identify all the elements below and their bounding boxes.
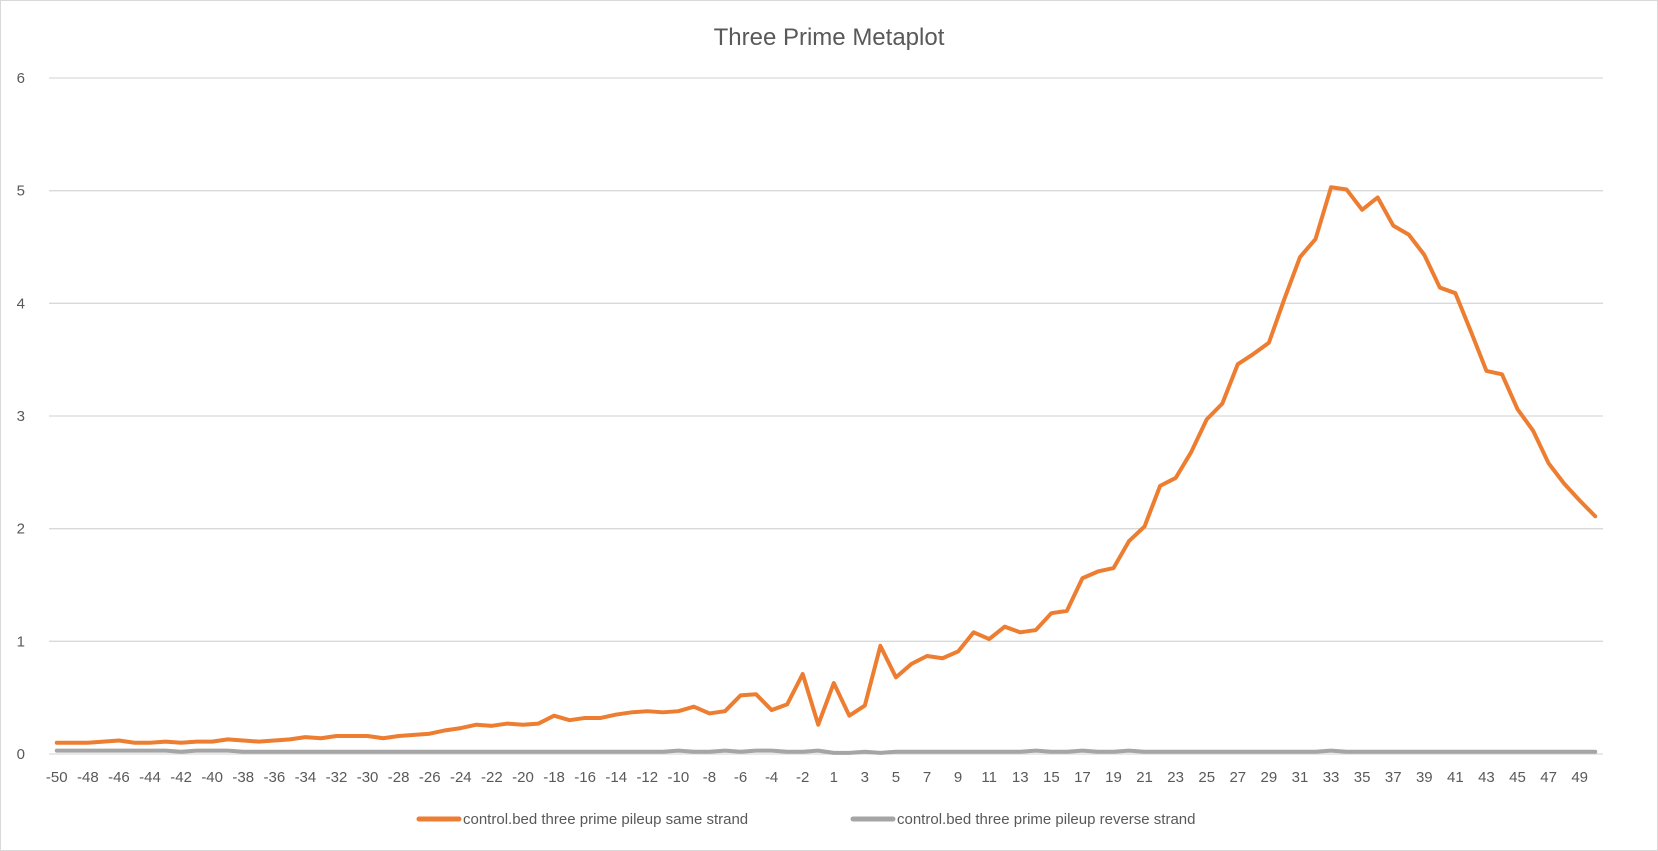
x-tick-label: -20 [512,769,534,786]
x-axis-ticks: -50 -48 -46 -44 -42 -40 -38 -36 -34 -32 -30 -28 -26-… [46,769,1588,786]
y-tick-label: 0 [17,746,25,763]
x-tick-label: -36 [263,769,285,786]
gridlines [49,77,1603,755]
x-tick-label: -50 [46,769,68,786]
series-line-reverse-strand [54,748,1598,755]
x-tick-label: -34 [295,769,317,786]
x-tick-label: -4 [765,769,778,786]
x-tick-label: 11 [981,769,997,786]
legend-label-reverse-strand: control.bed three prime pileup reverse s… [897,811,1196,828]
y-tick-label: 5 [17,183,25,200]
y-tick-label: 3 [17,408,25,425]
x-tick-label: 49 [1571,769,1588,786]
x-tick-label: 5 [892,769,900,786]
x-tick-label: 39 [1416,769,1433,786]
x-tick-label: -14 [605,769,627,786]
x-tick-label: 31 [1292,769,1309,786]
x-tick-label: 19 [1105,769,1122,786]
x-tick-label: -48 [77,769,99,786]
x-tick-label: -16 [574,769,596,786]
x-tick-label: -18 [543,769,565,786]
x-tick-label: 35 [1354,769,1371,786]
x-tick-label: -30 [357,769,379,786]
x-tick-label: -32 [326,769,348,786]
chart-title: Three Prime Metaplot [714,24,945,51]
y-tick-label: 4 [17,295,25,312]
x-tick-label: 1 [830,769,838,786]
x-tick-label: -46 [108,769,130,786]
x-tick-label: -10 [668,769,690,786]
x-tick-label: -38 [232,769,254,786]
x-tick-label: -28 [388,769,410,786]
x-tick-label: -26 [419,769,441,786]
x-tick-label: 45 [1509,769,1526,786]
y-tick-label: 6 [17,70,25,87]
x-tick-label: 23 [1167,769,1184,786]
x-tick-label: 47 [1540,769,1557,786]
x-tick-label: 7 [923,769,931,786]
series-line-same-strand [54,185,1598,745]
x-tick-label: -44 [139,769,161,786]
x-tick-label: 9 [954,769,962,786]
y-tick-label: 2 [17,521,25,538]
y-tick-label: 1 [17,633,25,650]
x-tick-label: 29 [1261,769,1278,786]
x-tick-label: 33 [1323,769,1340,786]
x-tick-label: 41 [1447,769,1464,786]
x-tick-label: 13 [1012,769,1029,786]
x-tick-label: -12 [636,769,658,786]
x-tick-label: 43 [1478,769,1495,786]
x-tick-label: 27 [1229,769,1246,786]
x-tick-label: -2 [796,769,809,786]
x-tick-label: -6 [734,769,747,786]
y-axis-ticks: 0 1 2 3 4 5 6 [17,70,25,763]
x-tick-label: -42 [170,769,192,786]
x-tick-label: 21 [1136,769,1153,786]
x-tick-label: -22 [481,769,503,786]
x-tick-label: -40 [201,769,223,786]
x-tick-label: -24 [450,769,472,786]
x-tick-label: 25 [1198,769,1215,786]
x-tick-label: 37 [1385,769,1402,786]
x-tick-label: 15 [1043,769,1060,786]
x-tick-label: 17 [1074,769,1091,786]
legend-label-same-strand: control.bed three prime pileup same stra… [463,811,748,828]
legend: control.bed three prime pileup same stra… [416,811,1196,828]
x-tick-label: -8 [703,769,716,786]
x-tick-label: 3 [861,769,869,786]
series-layer [54,185,1598,755]
